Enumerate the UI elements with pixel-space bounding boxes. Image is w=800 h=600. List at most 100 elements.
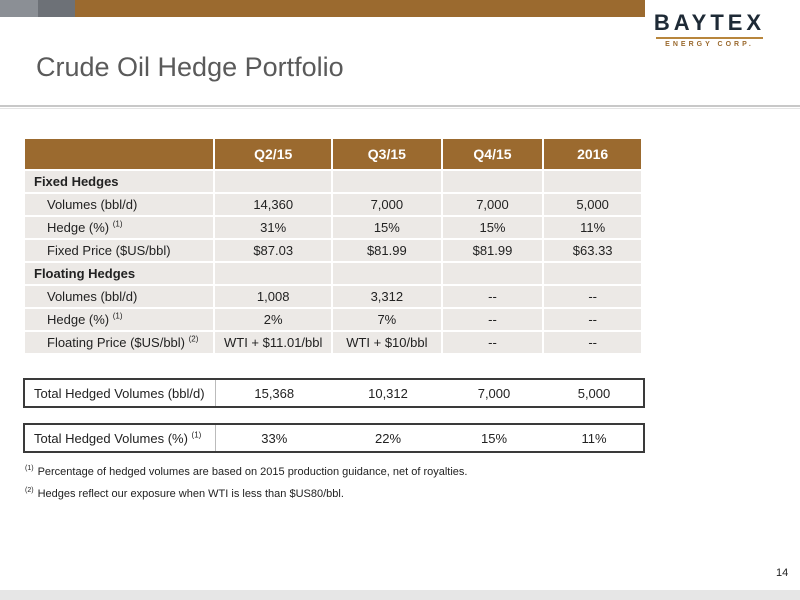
- table-cell: [213, 169, 334, 194]
- footnote-marker: (1): [25, 465, 34, 473]
- table-cell: WTI + $10/bbl: [331, 330, 443, 355]
- table-cell: [331, 169, 443, 194]
- footnote-1: (1) Percentage of hedged volumes are base…: [25, 465, 468, 478]
- table-cell: 7,000: [477, 385, 511, 401]
- table-cell: --: [440, 330, 545, 355]
- column-header: 2016: [542, 137, 643, 171]
- footnote-ref: (1): [112, 219, 123, 229]
- footer-bar: [0, 590, 800, 600]
- column-header: Q3/15: [331, 137, 443, 171]
- hedge-table: Q2/15 Q3/15 Q4/15 2016 Fixed Hedges Volu…: [22, 137, 643, 355]
- footnote-ref: (1): [112, 311, 123, 321]
- table-cell: 15%: [440, 215, 545, 240]
- banner-block-grey: [0, 0, 38, 17]
- footnote-text: Percentage of hedged volumes are based o…: [37, 466, 468, 478]
- header-divider-light: [0, 108, 800, 109]
- section-row-fixed: Fixed Hedges: [22, 169, 643, 194]
- column-header: Q2/15: [213, 137, 334, 171]
- table-cell: 2%: [213, 307, 334, 332]
- table-cell: 31%: [213, 215, 334, 240]
- table-cell: WTI + $11.01/bbl: [213, 330, 334, 355]
- column-header: Q4/15: [440, 137, 545, 171]
- table-cell: 33%: [261, 430, 288, 446]
- table-cell: [542, 169, 643, 194]
- table-row: Volumes (bbl/d) 1,008 3,312 -- --: [22, 284, 643, 309]
- footnote-ref: (2): [188, 334, 199, 344]
- table-cell: 1,008: [213, 284, 334, 309]
- table-cell: --: [542, 307, 643, 332]
- table-cell: 22%: [374, 430, 402, 446]
- table-row: Floating Price ($US/bbl) (2) WTI + $11.01…: [22, 330, 643, 355]
- row-label: Volumes (bbl/d): [22, 192, 216, 217]
- total-body: Total Hedged Volumes (%) (1) 33% 22% 15% 11%: [24, 424, 644, 452]
- table-cell: --: [542, 284, 643, 309]
- footnote-marker: (2): [25, 487, 34, 495]
- row-label: Total Hedged Volumes (bbl/d): [24, 379, 216, 407]
- header-divider: [0, 105, 800, 107]
- table-cell: 15%: [331, 215, 443, 240]
- table-cell: 7,000: [331, 192, 443, 217]
- table-cell: 7,000: [440, 192, 545, 217]
- table-cell: $87.03: [213, 238, 334, 263]
- row-label-text: Fixed Price ($US/bbl): [47, 243, 171, 258]
- table-cell: 11%: [581, 430, 607, 446]
- banner-block-dark: [38, 0, 75, 17]
- table-cell: 5,000: [577, 385, 611, 401]
- table-cell: 10,312: [368, 385, 408, 401]
- page-number: 14: [776, 567, 789, 579]
- table-cell: $81.99: [440, 238, 545, 263]
- table-row: Hedge (%) (1) 2% 7% -- --: [22, 307, 643, 332]
- logo-brand: BAYTEX: [653, 10, 766, 35]
- page-title: Crude Oil Hedge Portfolio: [36, 52, 344, 82]
- table-cell: 15,368: [254, 385, 295, 401]
- table-cell: 11%: [542, 215, 643, 240]
- row-label-text: Volumes (bbl/d): [47, 289, 138, 304]
- table-header-row: Q2/15 Q3/15 Q4/15 2016: [22, 137, 643, 171]
- row-label-text: Hedge (%): [47, 312, 110, 327]
- logo-rule: [656, 37, 763, 39]
- table-cell: 15%: [480, 430, 508, 446]
- row-label-text: Total Hedged Volumes (%): [34, 430, 188, 446]
- table-cell: [440, 169, 545, 194]
- row-label: Fixed Price ($US/bbl): [22, 238, 216, 263]
- row-label: Hedge (%) (1): [22, 215, 216, 240]
- row-label-text: Total Hedged Volumes (bbl/d): [34, 385, 205, 401]
- table-cell: 5,000: [542, 192, 643, 217]
- table-row: Fixed Price ($US/bbl) $87.03 $81.99 $81.99 $…: [22, 238, 643, 263]
- table-row: Volumes (bbl/d) 14,360 7,000 7,000 5,000: [22, 192, 643, 217]
- table-cell: --: [542, 330, 643, 355]
- table-cell: [331, 261, 443, 286]
- row-label: Hedge (%) (1): [22, 307, 216, 332]
- total-percent-table: Total Hedged Volumes (%) (1) 33% 22% 15% 11%: [23, 423, 645, 453]
- section-row-floating: Floating Hedges: [22, 261, 643, 286]
- table-cell: [440, 261, 545, 286]
- logo-subtitle: ENERGY CORP.: [665, 41, 754, 48]
- table-cell: $63.33: [542, 238, 643, 263]
- row-label-text: Volumes (bbl/d): [47, 197, 138, 212]
- section-label: Fixed Hedges: [22, 169, 216, 194]
- table-cell: [542, 261, 643, 286]
- row-label-text: Hedge (%): [47, 220, 110, 235]
- footnote-ref: (1): [191, 430, 202, 440]
- table-cell: 3,312: [331, 284, 443, 309]
- row-label: Floating Price ($US/bbl) (2): [22, 330, 216, 355]
- footnote-2: (2) Hedges reflect our exposure when WTI …: [25, 487, 344, 500]
- table-row: Hedge (%) (1) 31% 15% 15% 11%: [22, 215, 643, 240]
- table-cell: $81.99: [331, 238, 443, 263]
- footnote-text: Hedges reflect our exposure when WTI is …: [37, 488, 344, 500]
- table-cell: [213, 261, 334, 286]
- total-body: Total Hedged Volumes (bbl/d) 15,368 10,312…: [24, 379, 644, 407]
- top-banner: [0, 0, 645, 17]
- table-row: Total Hedged Volumes (%) (1) 33% 22% 15% 11%: [24, 424, 644, 452]
- section-label: Floating Hedges: [22, 261, 216, 286]
- table-cell: 7%: [331, 307, 443, 332]
- table-row: Total Hedged Volumes (bbl/d) 15,368 10,312…: [24, 379, 644, 407]
- table-cell: --: [440, 284, 545, 309]
- table-cell: --: [440, 307, 545, 332]
- row-label: Total Hedged Volumes (%) (1): [24, 424, 216, 452]
- total-volumes-table: Total Hedged Volumes (bbl/d) 15,368 10,312…: [23, 378, 645, 408]
- column-header: [22, 137, 216, 171]
- company-logo: BAYTEX ENERGY CORP.: [652, 12, 767, 52]
- table-cell: 14,360: [213, 192, 334, 217]
- row-label: Volumes (bbl/d): [22, 284, 216, 309]
